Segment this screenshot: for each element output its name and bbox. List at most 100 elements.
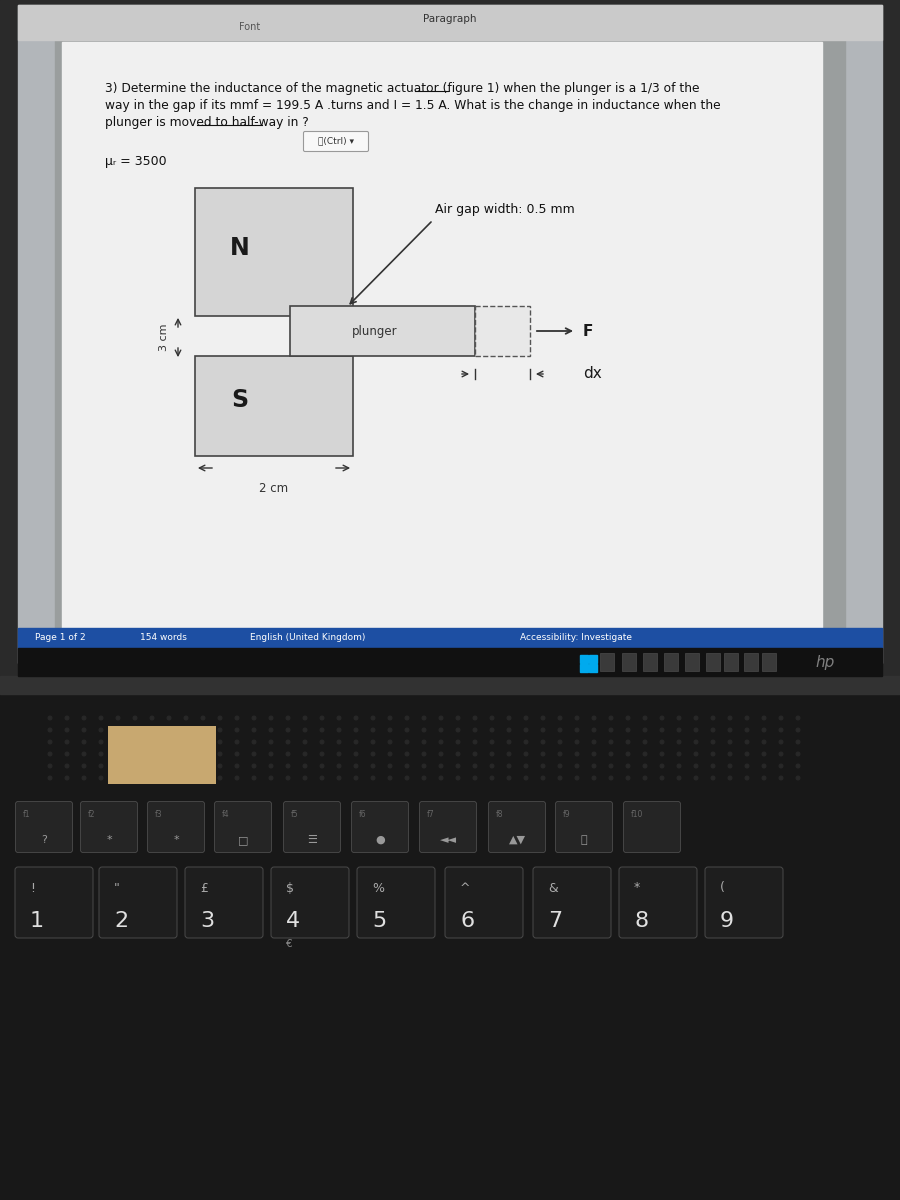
Circle shape [320,728,324,732]
Text: $: $ [286,882,294,894]
Circle shape [371,752,374,756]
Text: 9: 9 [720,911,734,931]
Circle shape [49,764,52,768]
Circle shape [728,728,732,732]
Circle shape [541,728,544,732]
Text: ▲▼: ▲▼ [508,835,526,845]
Circle shape [269,716,273,720]
Text: *: * [634,882,640,894]
FancyBboxPatch shape [303,132,368,151]
Circle shape [405,764,409,768]
Text: 3: 3 [200,911,214,931]
Circle shape [422,776,426,780]
Circle shape [796,716,800,720]
Circle shape [439,752,443,756]
Circle shape [473,776,477,780]
Circle shape [422,728,426,732]
Text: f1: f1 [23,810,31,818]
Circle shape [661,716,664,720]
Circle shape [65,752,68,756]
Circle shape [694,716,698,720]
Text: ●: ● [375,835,385,845]
FancyBboxPatch shape [533,866,611,938]
Circle shape [338,740,341,744]
Bar [0,0,900,680]
Circle shape [405,776,409,780]
Circle shape [592,752,596,756]
Circle shape [439,716,443,720]
Circle shape [541,752,544,756]
Circle shape [82,776,86,780]
Circle shape [338,764,341,768]
Circle shape [150,740,154,744]
Circle shape [167,752,171,756]
Bar [589,655,597,662]
Circle shape [575,764,579,768]
Text: hp: hp [815,654,834,670]
Circle shape [491,776,494,780]
Circle shape [116,764,120,768]
FancyBboxPatch shape [214,802,272,852]
Bar [18,5,882,662]
Text: 7: 7 [548,911,562,931]
Circle shape [745,776,749,780]
Circle shape [202,776,205,780]
Circle shape [116,752,120,756]
Text: S: S [231,388,248,412]
Circle shape [541,740,544,744]
Circle shape [456,776,460,780]
Bar [108,726,216,784]
Bar [762,653,776,671]
Circle shape [439,728,443,732]
Circle shape [779,740,783,744]
Circle shape [626,728,630,732]
Circle shape [338,776,341,780]
Circle shape [150,764,154,768]
Text: 3) Determine the inductance of the magnetic actuator (figure 1) when the plunger: 3) Determine the inductance of the magne… [105,82,699,95]
Text: 4: 4 [286,911,300,931]
Circle shape [524,728,527,732]
Circle shape [49,752,52,756]
Circle shape [644,752,647,756]
Bar [18,5,882,40]
Circle shape [422,740,426,744]
Circle shape [762,728,766,732]
Text: ☰: ☰ [307,835,317,845]
Circle shape [388,776,392,780]
Circle shape [99,752,103,756]
Circle shape [65,776,68,780]
Circle shape [677,752,680,756]
Text: !: ! [30,882,35,894]
Circle shape [405,716,409,720]
Circle shape [99,776,103,780]
Circle shape [711,764,715,768]
Circle shape [303,776,307,780]
Circle shape [355,752,358,756]
Circle shape [626,752,630,756]
Circle shape [320,716,324,720]
Circle shape [202,752,205,756]
Circle shape [745,752,749,756]
Text: f6: f6 [359,810,366,818]
Circle shape [711,716,715,720]
Text: μᵣ = 3500: μᵣ = 3500 [105,155,166,168]
Circle shape [184,728,188,732]
Circle shape [677,740,680,744]
Text: f10: f10 [631,810,644,818]
FancyBboxPatch shape [619,866,697,938]
Circle shape [779,752,783,756]
Circle shape [133,776,137,780]
Circle shape [388,728,392,732]
Circle shape [661,776,664,780]
Text: F: F [583,324,593,338]
Circle shape [575,716,579,720]
Bar [706,653,720,671]
Circle shape [269,764,273,768]
Circle shape [82,764,86,768]
Circle shape [355,716,358,720]
Circle shape [116,716,120,720]
Text: Page 1 of 2: Page 1 of 2 [35,634,86,642]
Circle shape [202,764,205,768]
Bar [55,40,845,640]
Text: €: € [286,938,292,949]
